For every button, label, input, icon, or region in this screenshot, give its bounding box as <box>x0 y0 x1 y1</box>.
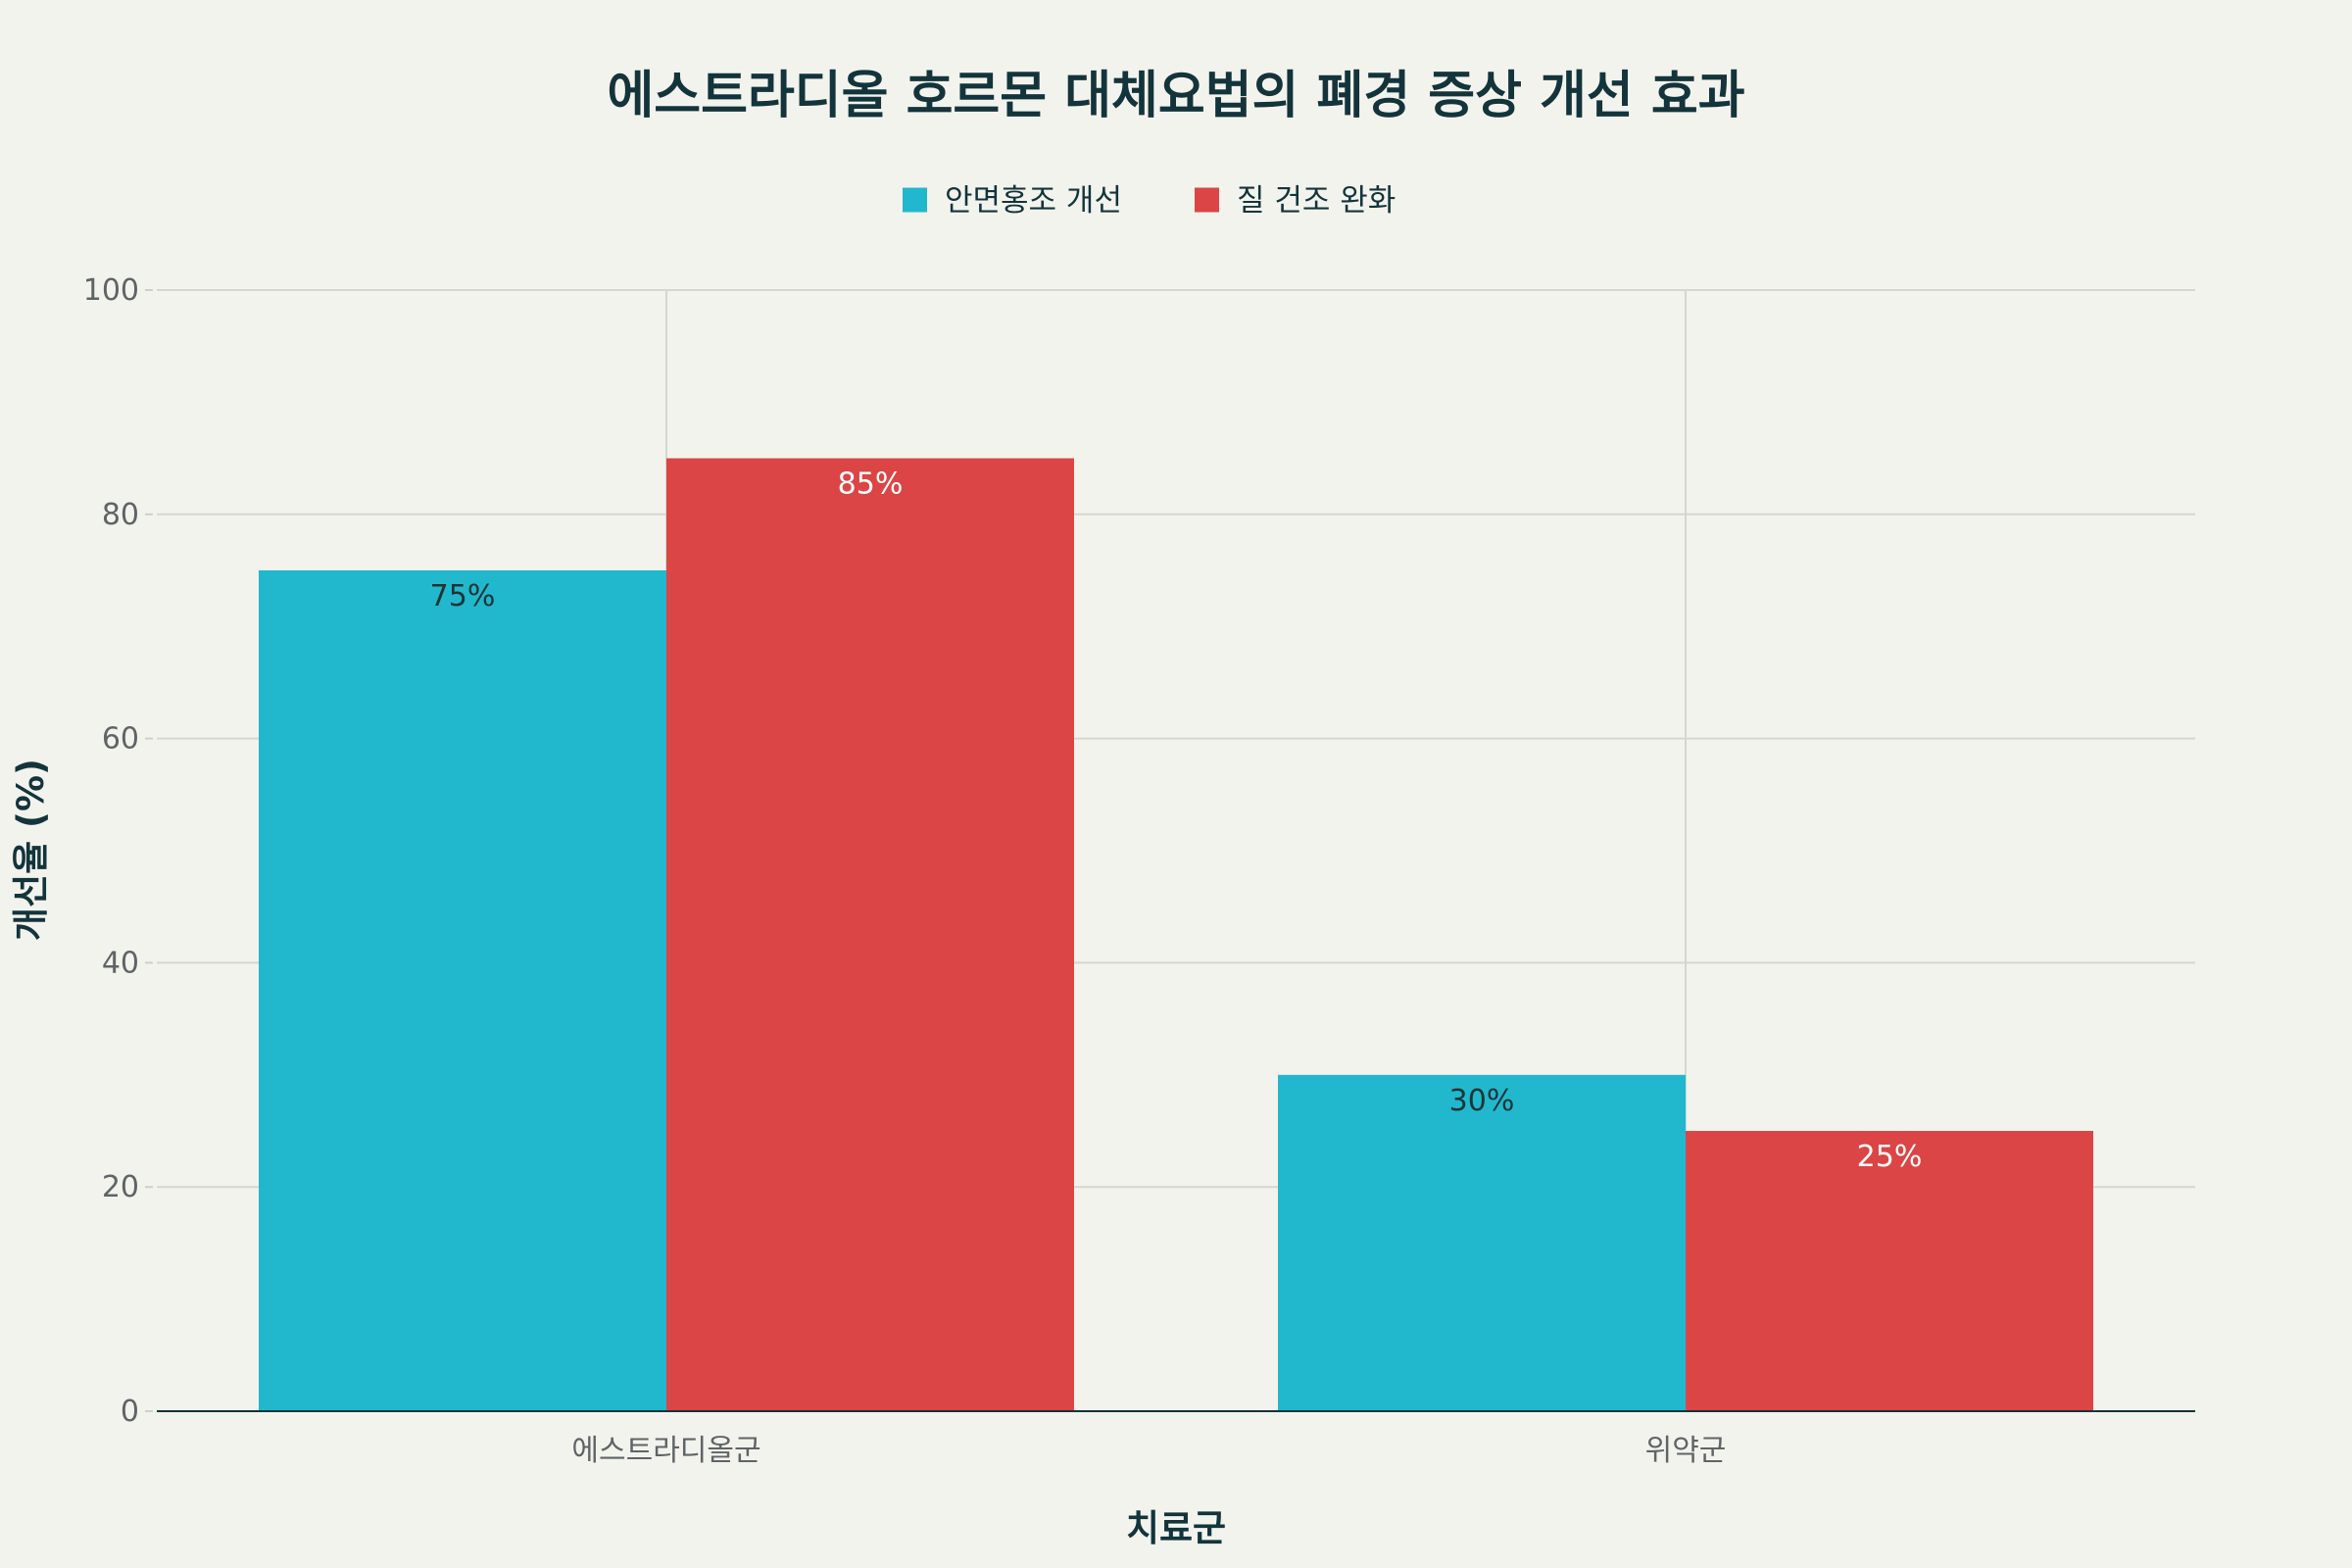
legend-label: 안면홍조 개선 <box>945 183 1122 219</box>
bars <box>259 458 2093 1412</box>
bar-value-label: 85% <box>838 467 904 502</box>
y-tick-label: 20 <box>102 1170 139 1204</box>
bar <box>1686 1131 2093 1411</box>
legend-label: 질 건조 완화 <box>1237 183 1396 219</box>
y-axis-title: 개선율 (%) <box>10 759 52 941</box>
y-tick-label: 60 <box>102 722 139 757</box>
y-tick-label: 100 <box>83 273 139 308</box>
y-tick-label: 40 <box>102 946 139 980</box>
x-tick-label: 에스트라디올군 <box>571 1434 760 1468</box>
bar-labels: 75% 85% 30% 25% <box>430 467 1923 1174</box>
bar <box>666 458 1074 1412</box>
chart-title: 에스트라디올 호르몬 대체요법의 폐경 증상 개선 효과 <box>607 67 1744 125</box>
x-axis-title: 치료군 <box>1126 1507 1226 1549</box>
bar-value-label: 75% <box>430 579 496 613</box>
x-tick-label: 위약군 <box>1645 1434 1727 1468</box>
y-axis-ticks: 0 20 40 60 80 100 <box>83 273 153 1429</box>
bar <box>1278 1074 1686 1411</box>
legend-swatch <box>1195 187 1219 213</box>
bar <box>259 570 666 1411</box>
y-tick-label: 80 <box>102 498 139 532</box>
legend-swatch <box>903 187 927 213</box>
bar-value-label: 25% <box>1857 1140 1923 1174</box>
x-axis-ticks: 에스트라디올군 위약군 <box>571 1434 1726 1468</box>
y-tick-label: 0 <box>121 1395 139 1429</box>
bar-value-label: 30% <box>1449 1084 1515 1118</box>
legend: 안면홍조 개선 질 건조 완화 <box>903 183 1396 219</box>
